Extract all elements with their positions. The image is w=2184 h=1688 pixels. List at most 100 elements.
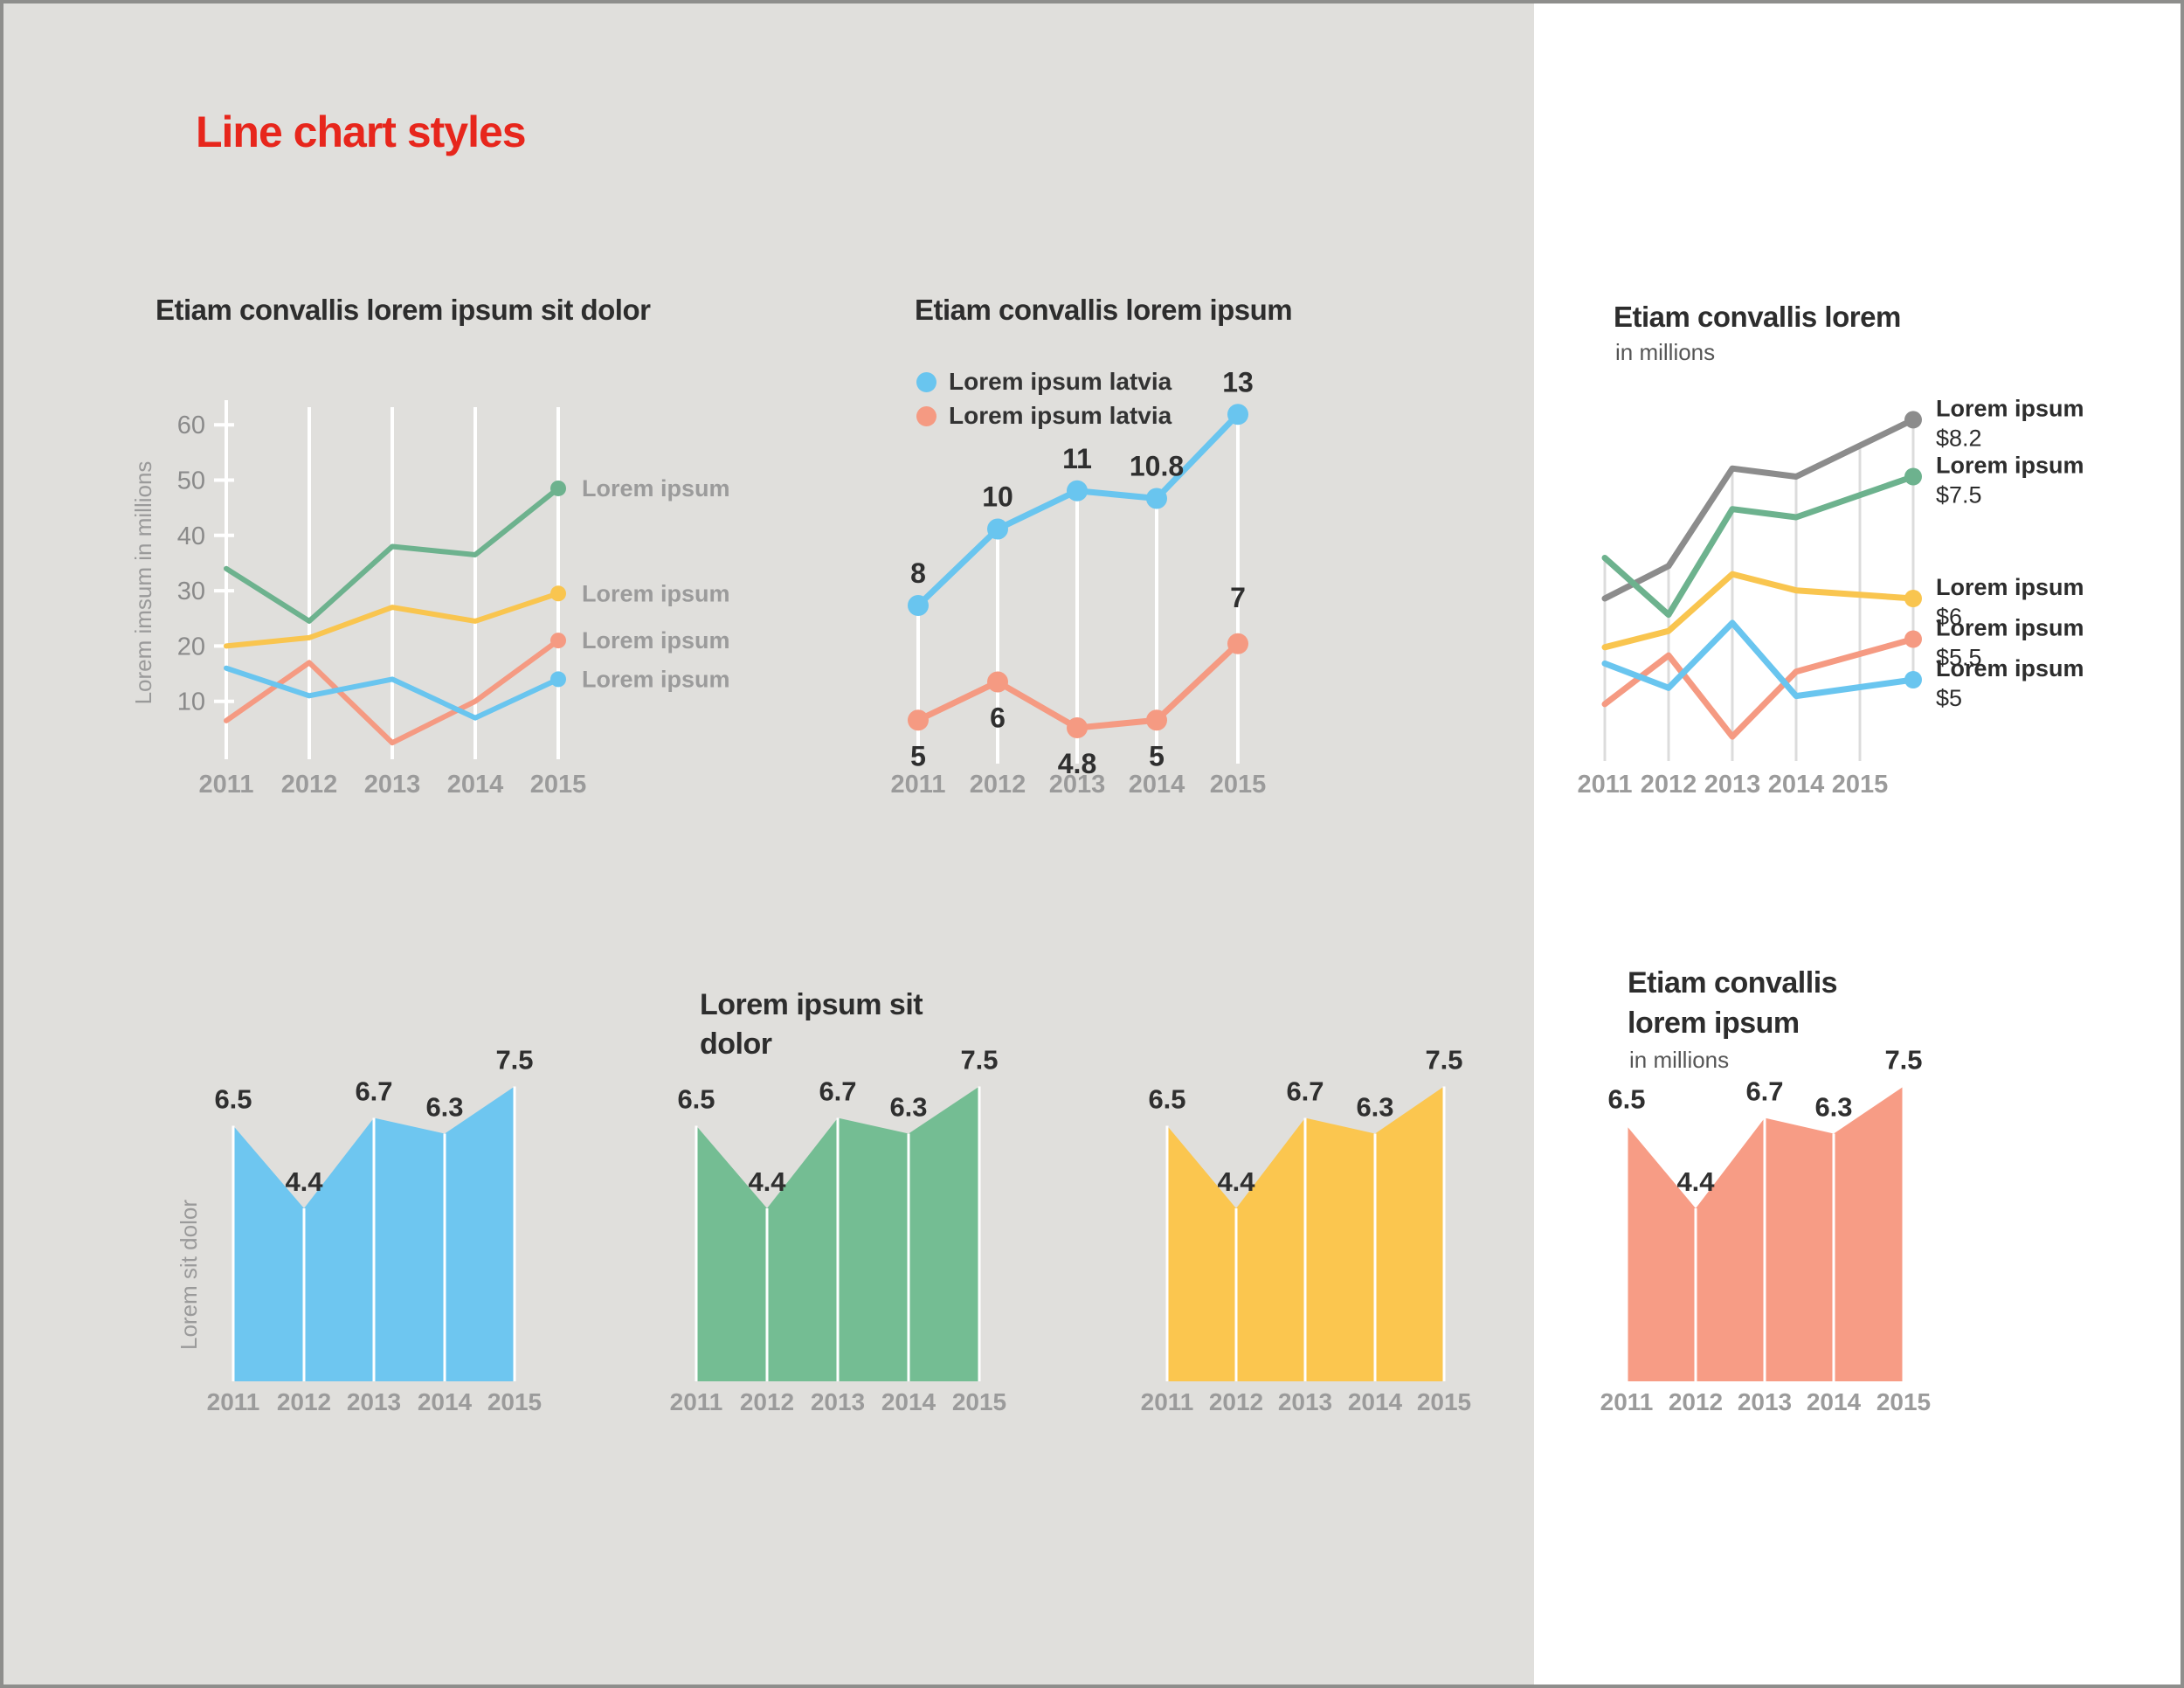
- data-point-label: 13: [1222, 366, 1254, 398]
- legend-label: Lorem ipsum latvia: [949, 402, 1172, 429]
- x-tick-label: 2014: [418, 1388, 473, 1415]
- area-salmon-title-line1: Etiam convallis: [1628, 966, 1838, 1000]
- data-point-label: 4.8: [1058, 748, 1096, 779]
- x-tick-label: 2015: [487, 1388, 542, 1415]
- data-point-dot: [1067, 717, 1088, 738]
- gray-panel: [3, 3, 1534, 1685]
- x-tick-label: 2011: [199, 771, 254, 799]
- series-name-label: Lorem ipsum: [1936, 574, 2084, 600]
- series-line: [1601, 636, 1917, 740]
- series-name-label: Lorem ipsum: [1936, 655, 2084, 681]
- chart-annotated-line-subtitle: in millions: [1615, 339, 1716, 365]
- x-tick-label: 2014: [881, 1388, 936, 1415]
- y-tick-label: 20: [177, 633, 205, 661]
- data-point-label: 6.3: [1814, 1092, 1852, 1123]
- x-tick-label: 2013: [347, 1388, 401, 1415]
- series-line: [224, 665, 561, 721]
- series-line: [1601, 474, 1917, 619]
- data-point-label: 7.5: [1425, 1045, 1462, 1076]
- data-point-label: 6.7: [1745, 1076, 1783, 1107]
- data-point-label: 6.7: [819, 1076, 856, 1107]
- series-end-dot: [1904, 411, 1922, 429]
- y-tick-label: 60: [177, 412, 205, 439]
- data-point-label: 6.5: [1607, 1084, 1645, 1115]
- x-tick-label: 2011: [1141, 1388, 1194, 1415]
- series-name-label: Lorem ipsum: [1936, 395, 2084, 421]
- data-point-label: 11: [1062, 443, 1092, 474]
- x-tick-label: 2011: [207, 1388, 260, 1415]
- x-tick-label: 2014: [1129, 771, 1185, 799]
- x-tick-label: 2015: [1417, 1388, 1471, 1415]
- x-tick-label: 2014: [447, 771, 504, 799]
- y-tick-label: 50: [177, 467, 205, 495]
- area-green-title: Lorem ipsum sit dolor: [700, 986, 1014, 1064]
- series-name-label: Lorem ipsum: [582, 475, 730, 502]
- x-tick-label: 2013: [1049, 771, 1106, 799]
- series-name-label: Lorem ipsum: [1936, 615, 2084, 641]
- data-point-label: 4.4: [1676, 1166, 1715, 1197]
- area-green-title-line2: dolor: [700, 1027, 772, 1061]
- series-name-label: Lorem ipsum: [582, 666, 730, 692]
- x-tick-label: 2011: [891, 771, 946, 799]
- series-end-dot: [550, 480, 566, 496]
- x-tick-label: 2013: [1704, 771, 1761, 799]
- data-point-label: 7: [1230, 582, 1246, 613]
- x-tick-label: 2013: [1278, 1388, 1332, 1415]
- series-value-label: $5.5: [1936, 645, 1982, 671]
- x-tick-label: 2012: [1669, 1388, 1723, 1415]
- data-point-label: 7.5: [1884, 1045, 1922, 1076]
- x-tick-label: 2014: [1807, 1388, 1862, 1415]
- chart-labeled-line-title: Etiam convallis lorem ipsum: [915, 294, 1293, 326]
- data-point-label: 6.5: [214, 1084, 252, 1115]
- x-tick-label: 2014: [1348, 1388, 1403, 1415]
- data-point-dot: [1227, 404, 1248, 425]
- y-tick-label: 10: [177, 688, 205, 716]
- data-point-label: 7.5: [960, 1045, 998, 1076]
- data-point-label: 10.8: [1130, 451, 1184, 482]
- data-point-label: 6: [990, 702, 1006, 734]
- x-tick-label: 2012: [1209, 1388, 1263, 1415]
- data-point-dot: [908, 595, 929, 616]
- legend-row: Lorem ipsum latvia: [916, 402, 1172, 429]
- series-line: [224, 591, 561, 649]
- data-point-label: 6.5: [1148, 1084, 1185, 1115]
- data-point-dot: [908, 709, 929, 731]
- data-point-dot: [1227, 633, 1248, 654]
- series-name-label: Lorem ipsum: [1936, 453, 2084, 479]
- area-salmon-title: Etiam convallis lorem ipsum: [1628, 963, 1959, 1043]
- data-point-label: 5: [1149, 740, 1165, 771]
- x-tick-label: 2013: [364, 771, 421, 799]
- chart-multi-line-title: Etiam convallis lorem ipsum sit dolor: [156, 294, 651, 326]
- series-line: [1601, 619, 1917, 700]
- x-tick-label: 2011: [1578, 771, 1633, 799]
- data-point-label: 6.3: [425, 1092, 463, 1123]
- x-tick-label: 2012: [740, 1388, 794, 1415]
- data-point-label: 10: [982, 481, 1013, 513]
- data-point-dot: [987, 518, 1008, 540]
- x-tick-label: 2013: [811, 1388, 865, 1415]
- area-green-title-line1: Lorem ipsum sit: [700, 988, 923, 1021]
- legend-label: Lorem ipsum latvia: [949, 368, 1172, 395]
- chart-annotated-line-title: Etiam convallis lorem: [1614, 301, 1901, 333]
- series-name-label: Lorem ipsum: [582, 627, 730, 654]
- x-tick-label: 2011: [670, 1388, 723, 1415]
- chart-labeled-line-legend: Lorem ipsum latvia Lorem ipsum latvia: [916, 368, 1172, 429]
- series-name-label: Lorem ipsum: [582, 580, 730, 606]
- data-point-label: 7.5: [495, 1045, 533, 1076]
- y-tick-label: 30: [177, 578, 205, 605]
- series-value-label: $7.5: [1936, 482, 1982, 508]
- series-line: [1601, 571, 1917, 651]
- x-tick-label: 2011: [1600, 1388, 1654, 1415]
- data-point-label: 6.5: [677, 1084, 715, 1115]
- y-tick-label: 40: [177, 522, 205, 550]
- x-tick-label: 2015: [530, 771, 587, 799]
- legend-dot-icon: [916, 371, 936, 392]
- area-salmon-subtitle: in millions: [1629, 1047, 1730, 1073]
- series-line: [224, 485, 561, 624]
- series-end-dot: [550, 671, 566, 688]
- data-point-dot: [1146, 709, 1167, 731]
- data-point-dot: [1067, 480, 1088, 502]
- data-point-label: 4.4: [748, 1166, 786, 1197]
- page-title: Line chart styles: [196, 107, 527, 156]
- series-line: [1601, 416, 1917, 602]
